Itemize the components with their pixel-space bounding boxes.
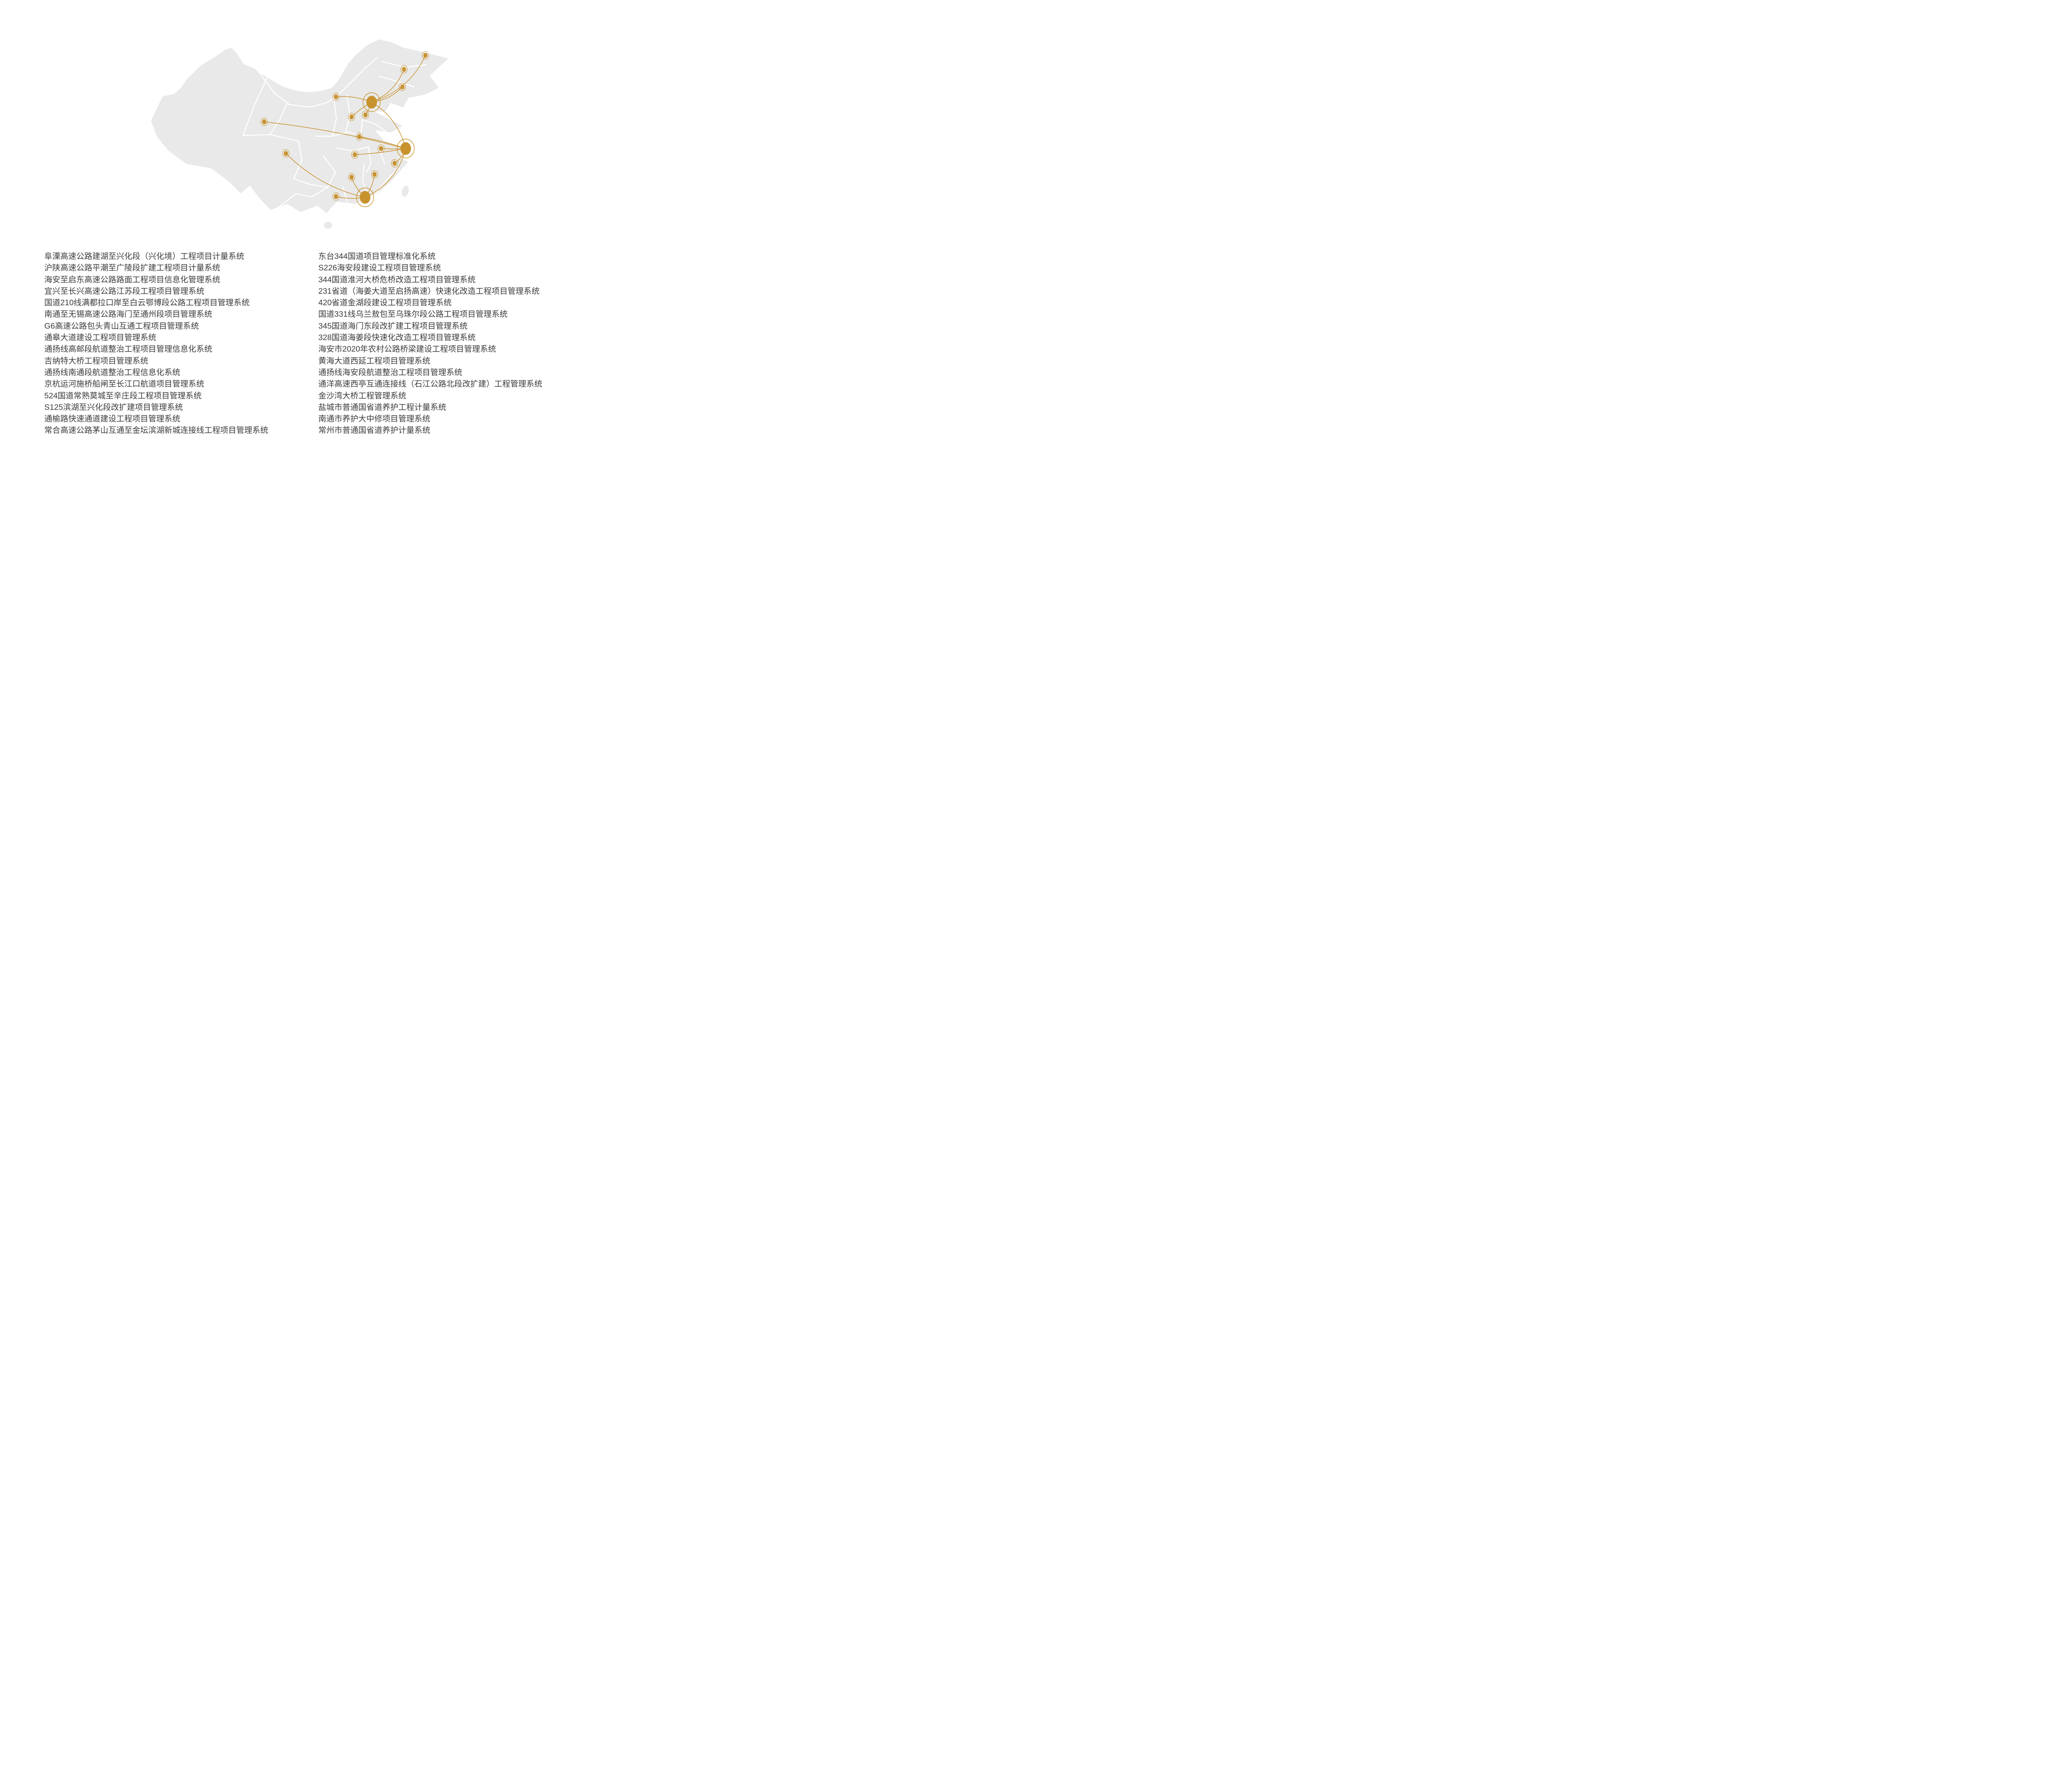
map-link-hub-east-hub-south: [365, 148, 406, 198]
hub-dot-hub-south: [360, 191, 370, 204]
city-ring-city-ne-mid: [400, 65, 408, 73]
hub-ring-hub-east: [397, 139, 415, 158]
project-item: 420省道金湖段建设工程项目管理系统: [318, 298, 452, 308]
city-dot-city-hebei: [363, 112, 368, 117]
city-dot-city-hubei: [353, 152, 357, 157]
map-link-hub-east-city-hubei: [354, 148, 406, 155]
city-dot-city-guizhou: [334, 194, 338, 199]
network-dots: [260, 51, 429, 207]
project-item: S125滨湖至兴化段改扩建项目管理系统: [44, 402, 183, 412]
project-item: 南通市养护大中修项目管理系统: [318, 414, 431, 424]
hainan-island-shape: [324, 222, 332, 229]
project-item: 宜兴至长兴高速公路江苏段工程项目管理系统: [44, 286, 205, 296]
city-dot-city-ne-far: [423, 53, 427, 58]
project-item: 328国道海姜段快速化改造工程项目管理系统: [318, 333, 476, 343]
project-list-right: 东台344国道项目管理标准化系统 S226海安段建设工程项目管理系统 344国道淮河…: [318, 251, 542, 437]
project-item: G6高速公路包头青山互通工程项目管理系统: [44, 321, 199, 331]
project-item: 常州市普通国省道养护计量系统: [318, 426, 431, 435]
project-item: 沪陕高速公路平潮至广陵段扩建工程项目计量系统: [44, 263, 221, 273]
project-item: 东台344国道项目管理标准化系统: [318, 252, 436, 261]
project-item: 通扬线高邮段航道整治工程项目管理信息化系统: [44, 345, 212, 354]
project-item: 524国道常熟莫城至辛庄段工程项目管理系统: [44, 391, 202, 400]
project-item: 海安市2020年农村公路桥梁建设工程项目管理系统: [318, 345, 496, 354]
city-dot-city-jiangxi: [372, 172, 377, 177]
project-item: 金沙湾大桥工程管理系统: [318, 391, 407, 400]
map-link-hub-east-city-xinjiang: [264, 121, 406, 149]
city-ring-city-shanxi: [348, 113, 355, 121]
city-ring-city-henan: [356, 133, 363, 141]
city-ring-city-guizhou: [332, 192, 340, 201]
city-dot-city-ne-mid: [402, 67, 406, 72]
city-ring-city-jiangxi: [371, 170, 378, 178]
city-ring-city-hubei: [351, 151, 359, 159]
project-item: 344国道淮河大桥危桥改造工程项目管理系统: [318, 275, 476, 284]
project-item: 国道210线满都拉口岸至白云鄂博段公路工程项目管理系统: [44, 298, 250, 308]
city-ring-city-zhejiang: [391, 159, 398, 167]
city-ring-city-hunan: [348, 173, 355, 181]
map-link-hub-north-hub-east: [371, 102, 406, 149]
project-item: 345国道海门东段改扩建工程项目管理系统: [318, 321, 468, 331]
city-ring-city-hebei: [362, 111, 369, 119]
city-dot-city-hunan: [349, 175, 354, 180]
map-link-hub-south-city-sichuan: [285, 153, 365, 198]
project-item: 吉纳特大桥工程项目管理系统: [44, 356, 148, 366]
china-network-map: [150, 39, 450, 229]
project-item: 盐城市普通国省道养护工程计量系统: [318, 402, 447, 412]
city-ring-city-ne-far: [422, 51, 429, 59]
city-dot-city-inner-mongolia: [334, 94, 338, 99]
hub-dot-hub-north: [366, 96, 377, 109]
project-item: 通扬线南通段航道整治工程信息化系统: [44, 368, 180, 377]
project-item: 阜溧高速公路建湖至兴化段（兴化境）工程项目计量系统: [44, 252, 244, 261]
city-dot-city-sichuan: [284, 151, 288, 156]
project-item: S226海安段建设工程项目管理系统: [318, 263, 441, 273]
city-ring-city-anhui: [377, 144, 385, 153]
project-item: 通皋大道建设工程项目管理系统: [44, 333, 157, 343]
project-item: 海安至启东高速公路路面工程项目信息化管理系统: [44, 275, 221, 284]
project-item: 黄海大道西延工程项目管理系统: [318, 356, 431, 366]
project-item: 231省道（海姜大道至启扬高速）快速化改造工程项目管理系统: [318, 286, 540, 296]
project-item: 常合高速公路茅山互通至金坛滨湖新城连接线工程项目管理系统: [44, 426, 269, 435]
project-item: 南通至无锡高速公路海门至通州段项目管理系统: [44, 310, 212, 319]
city-dot-city-ne-near: [400, 85, 404, 89]
province-borders: [242, 57, 427, 208]
hub-ring-hub-south: [356, 187, 374, 207]
project-item: 京杭运河施桥船闸至长江口航道项目管理系统: [44, 379, 205, 389]
city-ring-city-ne-near: [399, 83, 406, 91]
city-dot-city-anhui: [379, 146, 383, 151]
city-ring-city-xinjiang: [260, 118, 268, 126]
city-ring-city-sichuan: [282, 149, 290, 158]
project-item: 国道331线乌兰敖包至乌珠尔段公路工程项目管理系统: [318, 310, 508, 319]
project-item: 通扬线海安段航道整治工程项目管理系统: [318, 368, 463, 377]
page: 阜溧高速公路建湖至兴化段（兴化境）工程项目计量系统 沪陕高速公路平潮至广陵段扩建工…: [0, 0, 591, 448]
city-dot-city-zhejiang: [393, 161, 397, 166]
project-item: 通洋高速西亭互通连接线（石江公路北段改扩建）工程管理系统: [318, 379, 543, 389]
city-dot-city-shanxi: [349, 114, 354, 119]
city-dot-city-xinjiang: [262, 119, 266, 124]
hub-dot-hub-east: [400, 142, 411, 155]
hub-ring-hub-north: [363, 92, 381, 112]
project-item: 通榆路快速通道建设工程项目管理系统: [44, 414, 180, 424]
city-dot-city-henan: [357, 134, 361, 139]
city-ring-city-inner-mongolia: [332, 93, 340, 101]
project-list-left: 阜溧高速公路建湖至兴化段（兴化境）工程项目计量系统 沪陕高速公路平潮至广陵段扩建工…: [44, 251, 268, 437]
taiwan-island-shape: [402, 185, 409, 197]
